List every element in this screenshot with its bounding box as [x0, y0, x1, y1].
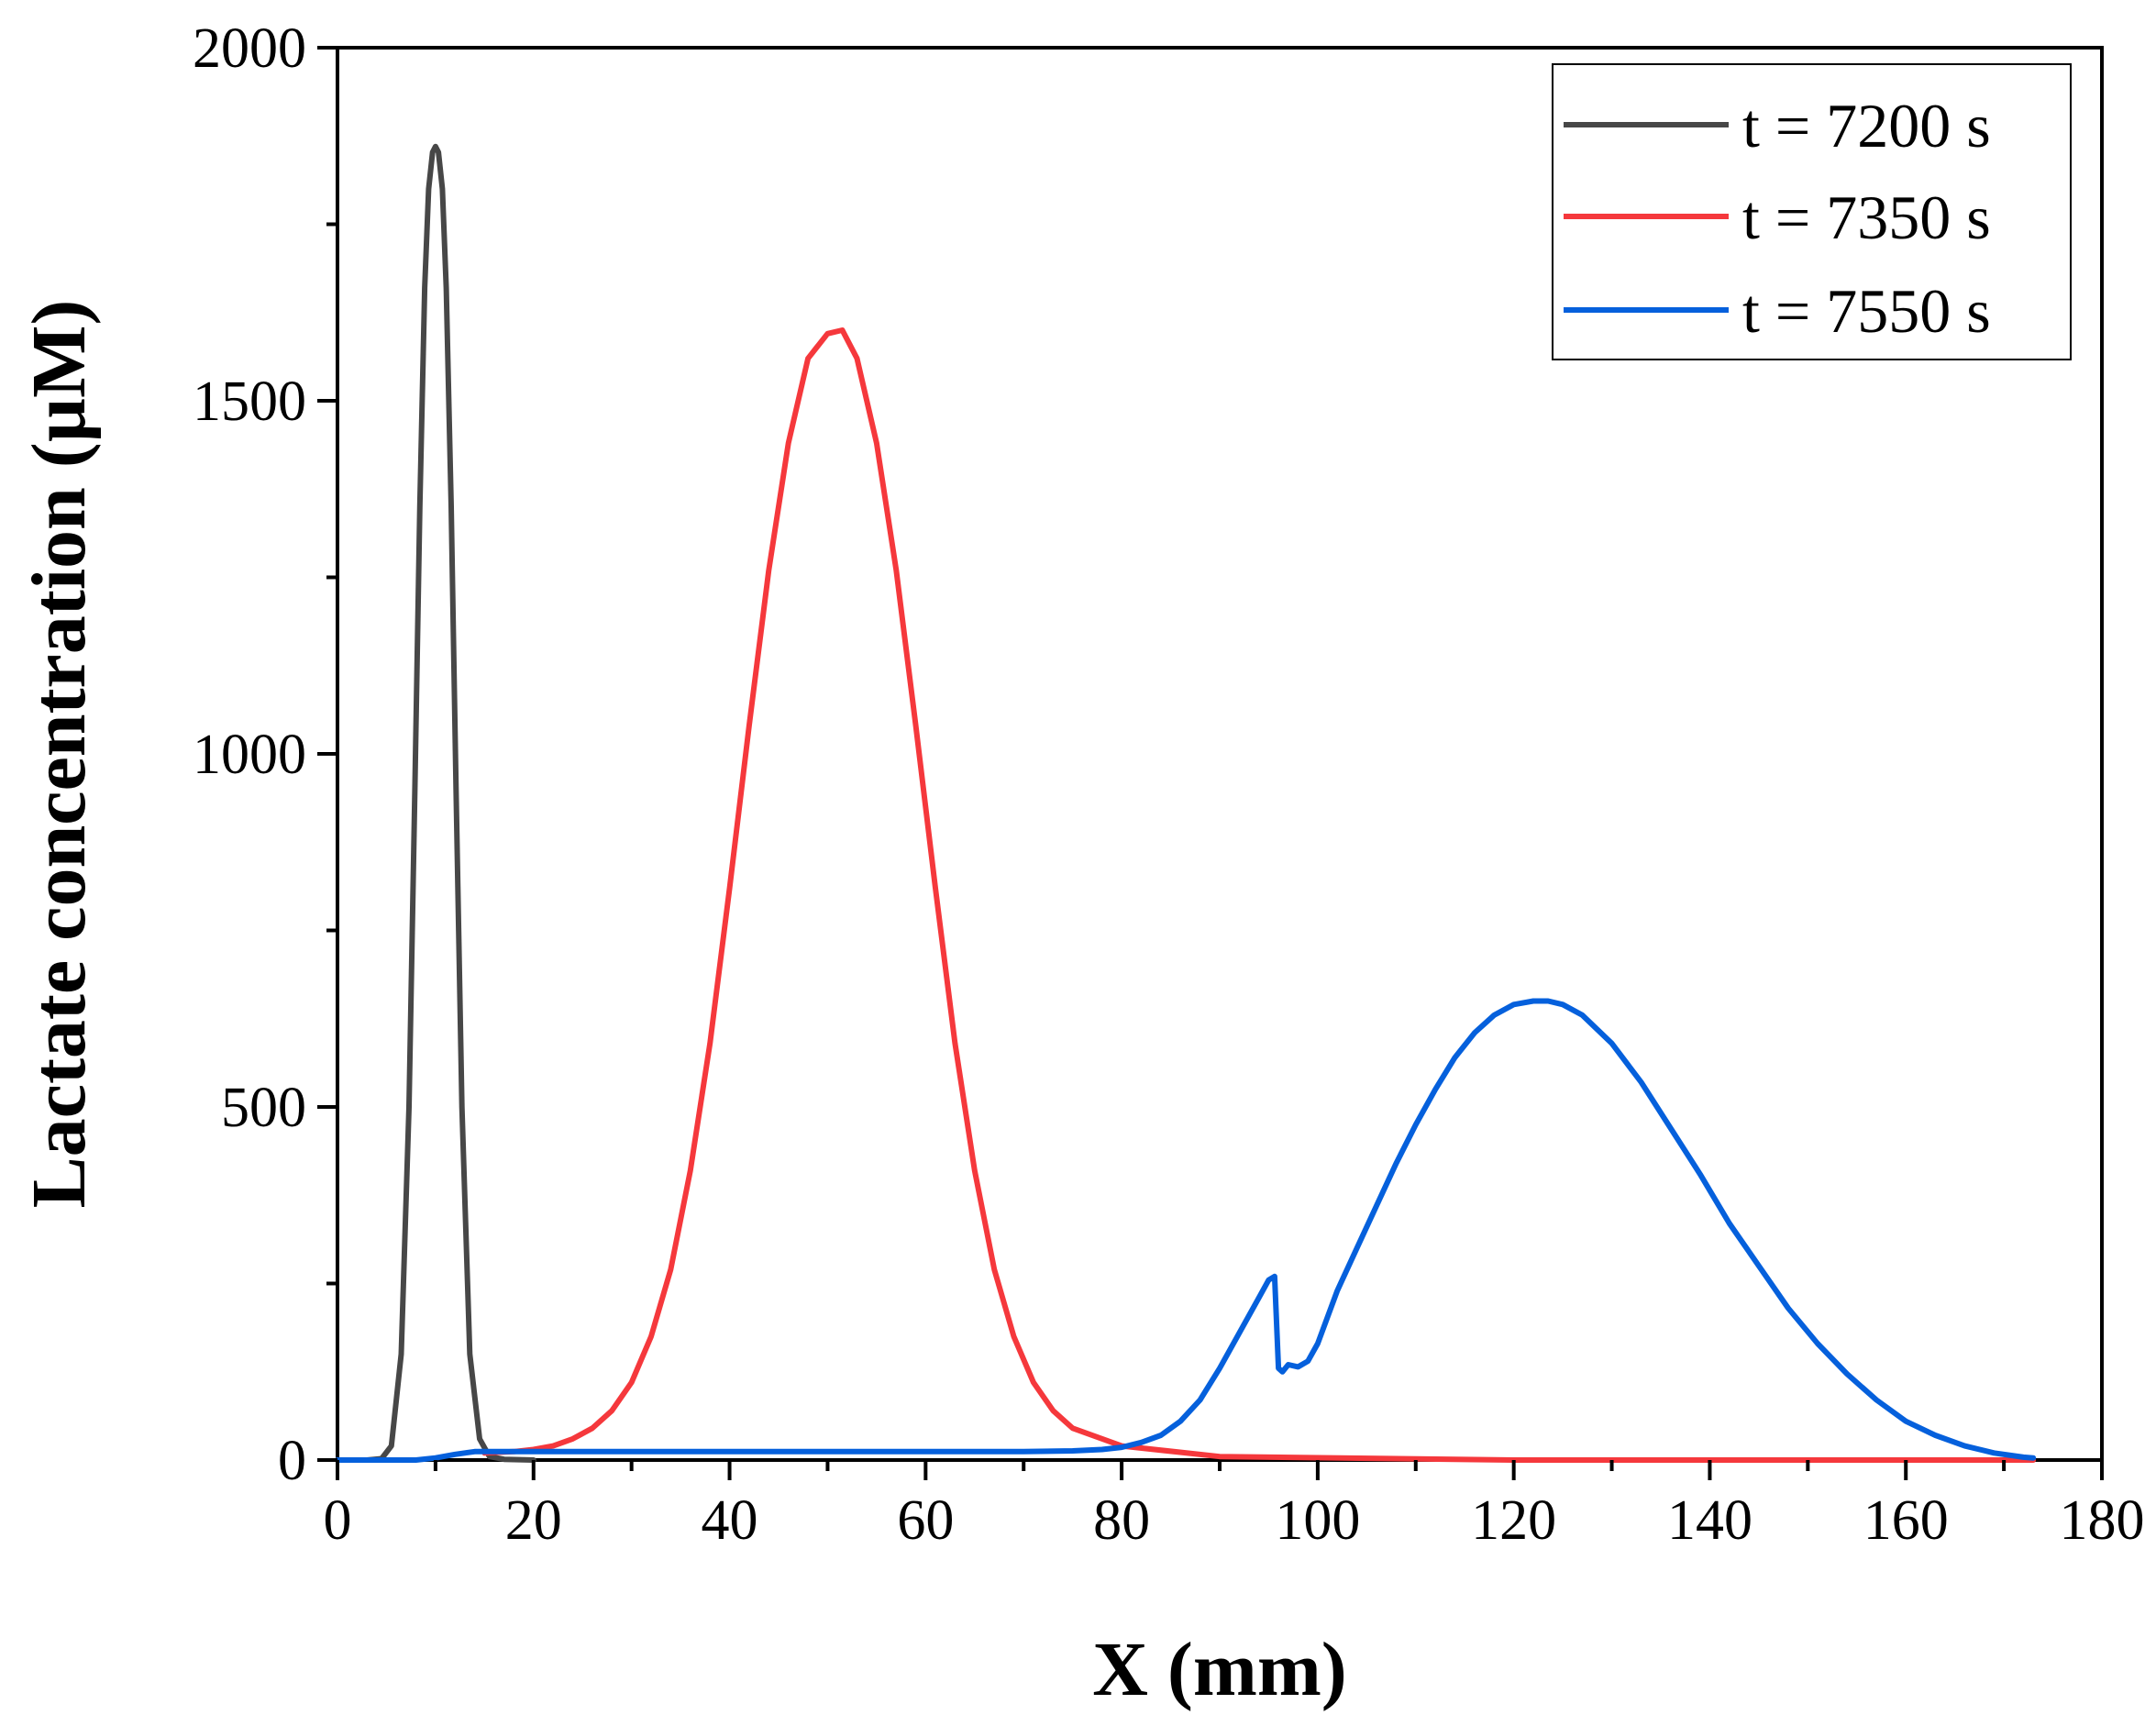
x-tick-label-140: 140 — [1667, 1489, 1752, 1552]
legend-label-7350: t = 7350 s — [1742, 183, 1991, 252]
series-line-1 — [335, 143, 536, 1463]
x-tick-label-0: 0 — [324, 1489, 352, 1552]
x-tick-label-100: 100 — [1275, 1489, 1360, 1552]
x-tick-label-60: 60 — [897, 1489, 954, 1552]
series-line-3 — [335, 998, 2037, 1463]
x-tick-label-180: 180 — [2060, 1489, 2145, 1552]
y-tick-label-500: 500 — [221, 1077, 306, 1139]
y-tick-label-2000: 2000 — [193, 17, 306, 80]
x-tick-label-160: 160 — [1863, 1489, 1949, 1552]
x-tick-label-120: 120 — [1471, 1489, 1556, 1552]
legend: t = 7200 s t = 7350 s t = 7550 s — [1552, 63, 2072, 360]
legend-entry-7200: t = 7200 s — [1564, 91, 1991, 160]
y-tick-label-1000: 1000 — [193, 724, 306, 786]
y-tick-label-0: 0 — [278, 1430, 306, 1492]
x-axis-ticks: 0 20 40 60 80 100 120 140 160 180 — [324, 1460, 2145, 1552]
x-tick-label-80: 80 — [1093, 1489, 1150, 1552]
y-tick-label-1500: 1500 — [193, 371, 306, 433]
series-layer — [335, 143, 2037, 1463]
x-tick-label-40: 40 — [702, 1489, 758, 1552]
legend-label-7550: t = 7550 s — [1742, 276, 1991, 346]
y-axis-ticks: 0 500 1000 1500 2000 — [193, 17, 337, 1492]
legend-entry-7550: t = 7550 s — [1564, 276, 1991, 346]
series-line-2 — [481, 327, 2037, 1463]
x-tick-label-20: 20 — [505, 1489, 562, 1552]
legend-entry-7350: t = 7350 s — [1564, 183, 1991, 252]
y-axis-title: Lactate concentration (µM) — [17, 300, 102, 1209]
x-axis-title: X (mm) — [1092, 1627, 1347, 1712]
legend-label-7200: t = 7200 s — [1742, 91, 1991, 160]
